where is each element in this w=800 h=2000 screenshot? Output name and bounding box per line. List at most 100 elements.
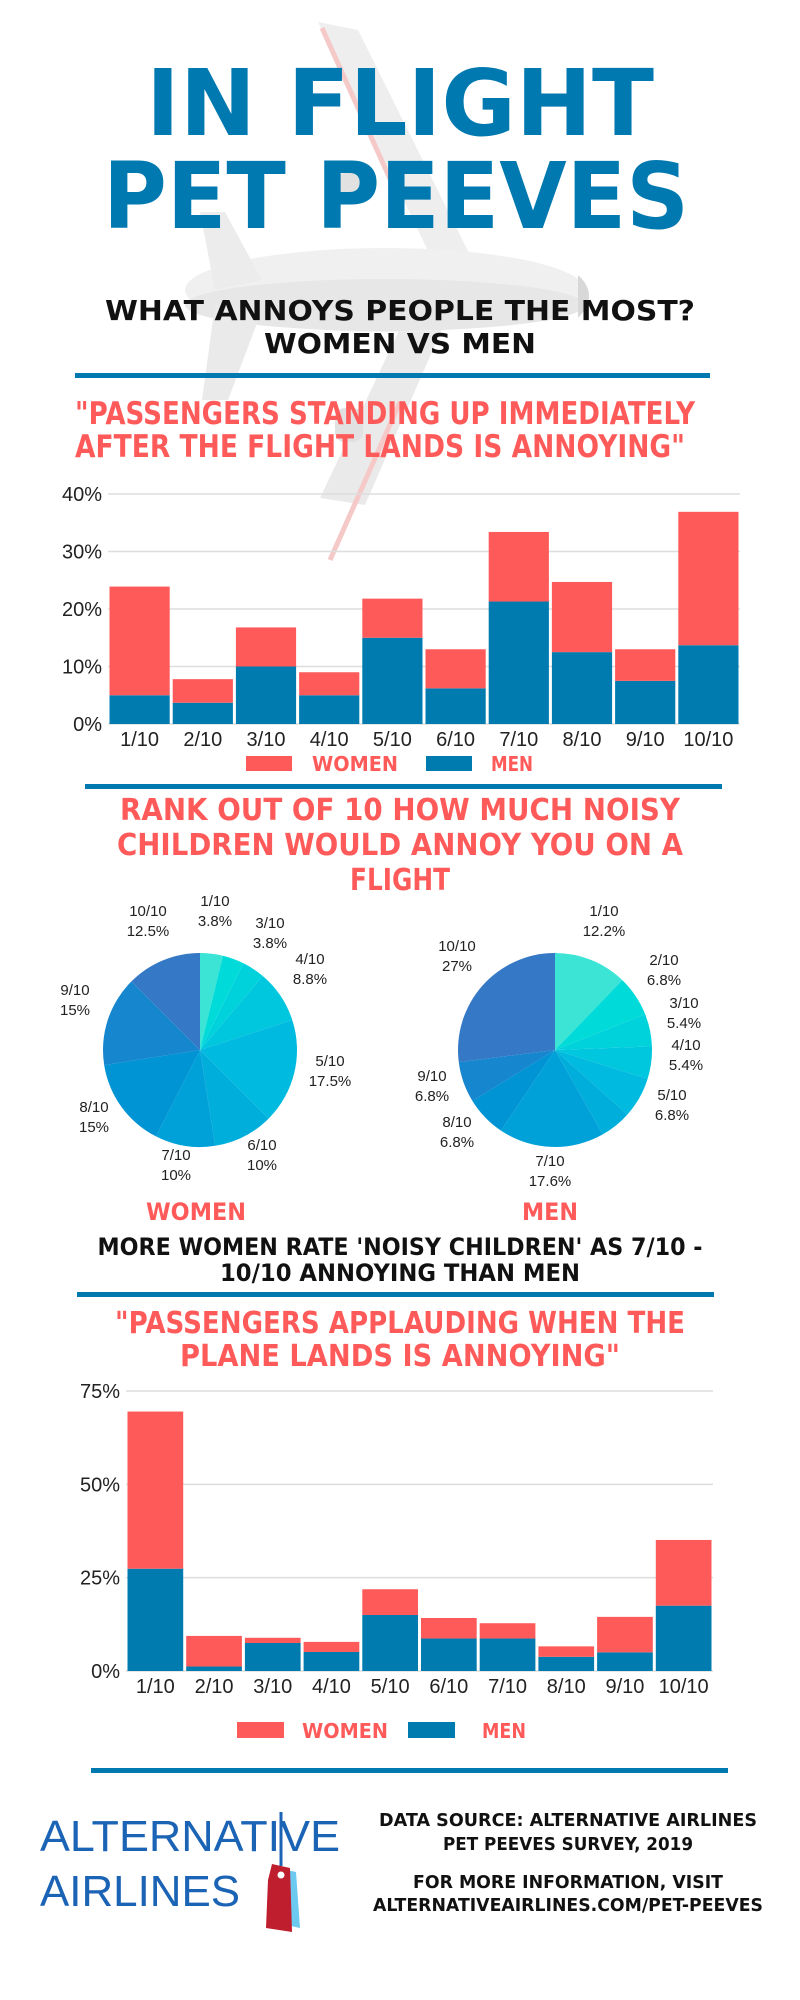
subtitle-line-2: WOMEN VS MEN <box>264 327 536 360</box>
x-tick-label: 9/10 <box>605 1676 644 1698</box>
bar-men-10-of-10 <box>678 645 739 724</box>
x-tick-label: 1/10 <box>136 1676 175 1698</box>
y-tick-label: 75% <box>80 1381 120 1403</box>
bar-women-9-of-10 <box>597 1616 653 1653</box>
bar-men-9-of-10 <box>615 680 676 724</box>
legend-women-label: WOMEN <box>302 1719 388 1743</box>
pie-slice-10-of-10 <box>458 953 555 1063</box>
subtitle-line-1: WHAT ANNOYS PEOPLE THE MOST? <box>105 294 695 327</box>
pie-label-category: 1/10 <box>589 903 618 920</box>
bar-women-6-of-10 <box>425 649 486 689</box>
logo-line-2: AIRLINES <box>40 1867 240 1916</box>
pie-women: 1/10 3.8% 3/10 3.8% 4/10 8.8% 5/10 17.5% 6/10 10%… <box>60 893 351 1184</box>
legend-men-label: MEN <box>482 1719 526 1743</box>
bar-men-6-of-10 <box>421 1638 477 1671</box>
pie-slice-unlabeled <box>200 955 244 1050</box>
pie-label-value: 3.8% <box>253 935 287 952</box>
pie-label-category: 3/10 <box>669 995 698 1012</box>
chart1-title-line-1: "PASSENGERS STANDING UP IMMEDIATELY <box>75 396 695 432</box>
pie-label-value: 6.8% <box>655 1107 689 1124</box>
bar-women-3-of-10 <box>235 627 297 667</box>
x-tick-label: 4/10 <box>310 729 349 751</box>
pie-slice-8-of-10 <box>104 1050 200 1137</box>
legend-men-swatch <box>426 756 472 771</box>
legend-men-swatch <box>408 1722 455 1738</box>
bar-women-5-of-10 <box>362 598 423 638</box>
pie-label-category: 1/10 <box>200 893 229 910</box>
pie-slice-9-of-10 <box>102 981 200 1066</box>
y-tick-label: 25% <box>80 1568 120 1590</box>
x-tick-label: 4/10 <box>312 1676 351 1698</box>
pie-label-category: 7/10 <box>535 1153 564 1170</box>
logo-line-1: ALTERNATIVE <box>40 1812 340 1861</box>
pie-label-category: 5/10 <box>657 1087 686 1104</box>
pet-peeves-link[interactable]: ALTERNATIVEAIRLINES.COM/PET-PEEVES <box>373 1895 763 1916</box>
y-tick-label: 40% <box>62 484 102 506</box>
pie-label-value: 12.5% <box>127 923 170 940</box>
pie-slice-6-of-10 <box>200 1050 269 1146</box>
bar-women-10-of-10 <box>655 1539 712 1606</box>
pie-label-category: 7/10 <box>161 1147 190 1164</box>
luggage-tag-icon <box>266 1812 300 1932</box>
bar-men-9-of-10 <box>597 1652 653 1671</box>
bar-men-3-of-10 <box>235 666 297 724</box>
chart-standing-up: 0% 10% 20% 30% 40% 1/10 2/10 3/10 4/10 5/10 6/10 7/… <box>62 484 740 751</box>
pie-label-value: 27% <box>442 958 472 975</box>
info-line-2[interactable]: ALTERNATIVEAIRLINES.COM/PET-PEEVES <box>373 1895 763 1916</box>
bar-women-6-of-10 <box>421 1617 477 1639</box>
y-tick-label: 20% <box>62 599 102 621</box>
y-tick-label: 10% <box>62 657 102 679</box>
pie-slice-4-of-10 <box>555 1046 652 1079</box>
pie-slice-7-of-10 <box>155 1050 216 1148</box>
pie-label-value: 5.4% <box>667 1015 701 1032</box>
pie-label-value: 15% <box>60 1002 90 1019</box>
bar-men-1-of-10 <box>127 1568 184 1671</box>
bar-women-4-of-10 <box>299 672 360 696</box>
y-tick-label: 0% <box>73 714 102 736</box>
pie-slice-unlabeled <box>555 1050 628 1135</box>
chart1-legend: WOMEN MEN <box>246 752 533 776</box>
pie-label-value: 3.8% <box>198 913 232 930</box>
legend-women-swatch <box>237 1722 284 1738</box>
chart3-title-line-2: PLANE LANDS IS ANNOYING" <box>180 1339 620 1374</box>
bar-women-4-of-10 <box>303 1641 360 1652</box>
pie-slice-3-of-10 <box>555 1014 652 1050</box>
legend-men-label: MEN <box>491 752 533 776</box>
pie-label-value: 10% <box>247 1157 277 1174</box>
pie-label-category: 6/10 <box>247 1137 276 1154</box>
x-tick-label: 2/10 <box>195 1676 234 1698</box>
pie-label-category: 10/10 <box>438 938 476 955</box>
bar-men-7-of-10 <box>488 601 549 724</box>
airplane-icon <box>185 22 589 562</box>
pie-title-line-2: CHILDREN WOULD ANNOY YOU ON A <box>117 828 684 863</box>
pie-slice-10-of-10 <box>131 953 200 1050</box>
x-tick-label: 10/10 <box>683 729 733 751</box>
bar-women-1-of-10 <box>127 1411 184 1569</box>
pie-label-value: 8.8% <box>293 971 327 988</box>
bar-men-6-of-10 <box>425 688 486 724</box>
pie-slice-7-of-10 <box>500 1050 603 1147</box>
divider <box>75 373 710 378</box>
pie-label-value: 12.2% <box>583 923 626 940</box>
y-tick-label: 30% <box>62 542 102 564</box>
bar-men-5-of-10 <box>362 637 423 724</box>
pie-slice-1-of-10 <box>555 953 623 1050</box>
x-tick-label: 3/10 <box>247 729 286 751</box>
bar-men-2-of-10 <box>172 702 233 724</box>
bar-women-3-of-10 <box>244 1637 301 1643</box>
pie-label-category: 4/10 <box>295 951 324 968</box>
x-tick-label: 2/10 <box>183 729 222 751</box>
pie-label-value: 5.4% <box>669 1057 703 1074</box>
bar-women-1-of-10 <box>109 586 170 696</box>
statement-line-1: MORE WOMEN RATE 'NOISY CHILDREN' AS 7/10… <box>98 1233 703 1261</box>
pie-slice-5-of-10 <box>555 1050 648 1115</box>
info-line-1: FOR MORE INFORMATION, VISIT <box>413 1872 724 1893</box>
pie-label-value: 17.6% <box>529 1173 572 1190</box>
statement-line-2: 10/10 ANNOYING THAN MEN <box>220 1259 580 1287</box>
pie-label-category: 3/10 <box>255 915 284 932</box>
y-tick-label: 0% <box>91 1661 120 1683</box>
pie-slice-2-of-10 <box>555 980 646 1050</box>
pie-label-category: 9/10 <box>417 1068 446 1085</box>
pie-slice-9-of-10 <box>458 1050 555 1101</box>
